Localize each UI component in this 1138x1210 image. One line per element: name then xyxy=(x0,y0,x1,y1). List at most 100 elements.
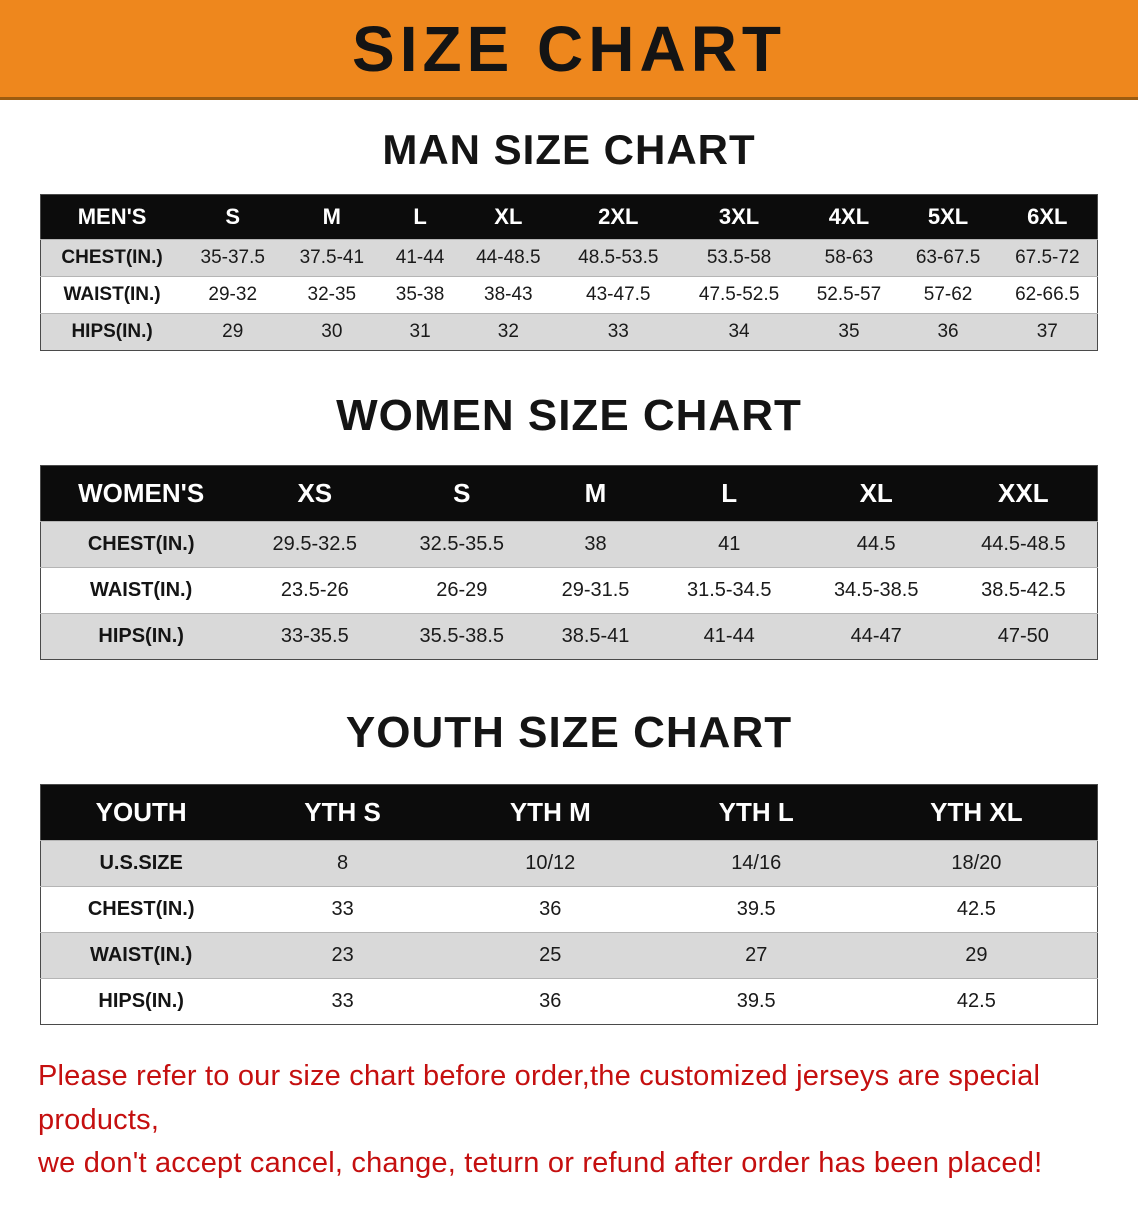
value-cell: 58-63 xyxy=(799,239,899,277)
value-cell: 53.5-58 xyxy=(678,239,800,277)
size-header-cell: XL xyxy=(802,465,950,522)
value-cell: 32-35 xyxy=(282,276,382,314)
table-title-cell: MEN'S xyxy=(40,194,184,240)
size-header-cell: XS xyxy=(241,465,389,522)
size-header-cell: M xyxy=(282,194,382,240)
value-cell: 10/12 xyxy=(443,840,657,887)
value-cell: 33 xyxy=(241,978,444,1025)
value-cell: 52.5-57 xyxy=(799,276,899,314)
value-cell: 23 xyxy=(241,932,444,979)
table-row: HIPS(IN.) 29 30 31 32 33 34 35 36 37 xyxy=(40,313,1098,351)
size-header-cell: YTH XL xyxy=(855,784,1098,841)
value-cell: 14/16 xyxy=(656,840,856,887)
table-row: WAIST(IN.) 23.5-26 26-29 29-31.5 31.5-34.5 34… xyxy=(40,567,1098,614)
disclaimer-line-2: we don't accept cancel, change, teturn o… xyxy=(38,1147,1043,1179)
value-cell: 36 xyxy=(443,886,657,933)
value-cell: 37.5-41 xyxy=(282,239,382,277)
value-cell: 27 xyxy=(656,932,856,979)
value-cell: 31.5-34.5 xyxy=(655,567,803,614)
value-cell: 48.5-53.5 xyxy=(557,239,679,277)
row-label: HIPS(IN.) xyxy=(40,613,242,660)
row-label: CHEST(IN.) xyxy=(40,521,242,568)
value-cell: 35-37.5 xyxy=(183,239,283,277)
row-label: WAIST(IN.) xyxy=(40,932,242,979)
row-label: HIPS(IN.) xyxy=(40,978,242,1025)
size-header-cell: 3XL xyxy=(678,194,800,240)
value-cell: 32 xyxy=(458,313,558,351)
value-cell: 33 xyxy=(241,886,444,933)
value-cell: 32.5-35.5 xyxy=(388,521,536,568)
table-row: CHEST(IN.) 33 36 39.5 42.5 xyxy=(40,886,1098,933)
table-row: HIPS(IN.) 33-35.5 35.5-38.5 38.5-41 41-44 44-… xyxy=(40,613,1098,660)
size-table: MEN'S S M L XL 2XL 3XL 4XL 5XL 6XL CHEST(IN.) 35-37… xyxy=(40,194,1098,351)
value-cell: 67.5-72 xyxy=(997,239,1098,277)
row-label: WAIST(IN.) xyxy=(40,276,184,314)
value-cell: 47.5-52.5 xyxy=(678,276,800,314)
value-cell: 38 xyxy=(535,521,656,568)
table-row: CHEST(IN.) 29.5-32.5 32.5-35.5 38 41 44.5 44.5… xyxy=(40,521,1098,568)
value-cell: 44.5 xyxy=(802,521,950,568)
size-header-cell: YTH M xyxy=(443,784,657,841)
value-cell: 44-47 xyxy=(802,613,950,660)
value-cell: 44.5-48.5 xyxy=(949,521,1098,568)
men-section-title: MAN SIZE CHART xyxy=(382,126,756,173)
value-cell: 39.5 xyxy=(656,886,856,933)
table-row: WAIST(IN.) 29-32 32-35 35-38 38-43 43-47.5 47.… xyxy=(40,276,1098,314)
table-header-row: MEN'S S M L XL 2XL 3XL 4XL 5XL 6XL xyxy=(40,194,1098,240)
row-label: CHEST(IN.) xyxy=(40,886,242,933)
value-cell: 38.5-42.5 xyxy=(949,567,1098,614)
size-header-cell: L xyxy=(655,465,803,522)
banner: SIZE CHART xyxy=(0,0,1138,100)
value-cell: 38.5-41 xyxy=(535,613,656,660)
women-size-table-container: WOMEN'S XS S M L XL XXL CHEST(IN.) 29.5-32.5 32.5… xyxy=(0,465,1138,660)
value-cell: 35 xyxy=(799,313,899,351)
value-cell: 34 xyxy=(678,313,800,351)
size-header-cell: YTH S xyxy=(241,784,444,841)
row-label: CHEST(IN.) xyxy=(40,239,184,277)
value-cell: 30 xyxy=(282,313,382,351)
value-cell: 29 xyxy=(183,313,283,351)
row-label: WAIST(IN.) xyxy=(40,567,242,614)
table-row: WAIST(IN.) 23 25 27 29 xyxy=(40,932,1098,979)
size-header-cell: 2XL xyxy=(557,194,679,240)
size-header-cell: XXL xyxy=(949,465,1098,522)
value-cell: 47-50 xyxy=(949,613,1098,660)
size-table: WOMEN'S XS S M L XL XXL CHEST(IN.) 29.5-32.5 32.5… xyxy=(40,465,1098,660)
value-cell: 29-32 xyxy=(183,276,283,314)
value-cell: 63-67.5 xyxy=(898,239,998,277)
table-row: U.S.SIZE 8 10/12 14/16 18/20 xyxy=(40,840,1098,887)
value-cell: 38-43 xyxy=(458,276,558,314)
value-cell: 25 xyxy=(443,932,657,979)
size-table: YOUTH YTH S YTH M YTH L YTH XL U.S.SIZE 8 10/12… xyxy=(40,784,1098,1025)
section-women: WOMEN SIZE CHART WOMEN'S XS S M L XL XXL CHEST(… xyxy=(0,391,1138,660)
value-cell: 31 xyxy=(381,313,459,351)
value-cell: 57-62 xyxy=(898,276,998,314)
value-cell: 18/20 xyxy=(855,840,1098,887)
size-header-cell: XL xyxy=(458,194,558,240)
value-cell: 37 xyxy=(997,313,1098,351)
size-header-cell: M xyxy=(535,465,656,522)
value-cell: 33-35.5 xyxy=(241,613,389,660)
section-youth: YOUTH SIZE CHART YOUTH YTH S YTH M YTH L YTH… xyxy=(0,708,1138,1025)
value-cell: 29.5-32.5 xyxy=(241,521,389,568)
size-header-cell: 6XL xyxy=(997,194,1098,240)
size-header-cell: 5XL xyxy=(898,194,998,240)
row-label: U.S.SIZE xyxy=(40,840,242,887)
men-size-table-container: MEN'S S M L XL 2XL 3XL 4XL 5XL 6XL CHEST(IN.) 35-37… xyxy=(0,194,1138,351)
value-cell: 42.5 xyxy=(855,978,1098,1025)
value-cell: 44-48.5 xyxy=(458,239,558,277)
value-cell: 62-66.5 xyxy=(997,276,1098,314)
youth-size-table-container: YOUTH YTH S YTH M YTH L YTH XL U.S.SIZE 8 10/12… xyxy=(0,784,1138,1025)
size-header-cell: 4XL xyxy=(799,194,899,240)
value-cell: 36 xyxy=(443,978,657,1025)
table-row: CHEST(IN.) 35-37.5 37.5-41 41-44 44-48.5 48.5… xyxy=(40,239,1098,277)
value-cell: 29-31.5 xyxy=(535,567,656,614)
value-cell: 29 xyxy=(855,932,1098,979)
value-cell: 41 xyxy=(655,521,803,568)
table-header-row: YOUTH YTH S YTH M YTH L YTH XL xyxy=(40,784,1098,841)
table-header-row: WOMEN'S XS S M L XL XXL xyxy=(40,465,1098,522)
size-header-cell: YTH L xyxy=(656,784,856,841)
youth-section-title: YOUTH SIZE CHART xyxy=(345,708,793,757)
size-header-cell: L xyxy=(381,194,459,240)
